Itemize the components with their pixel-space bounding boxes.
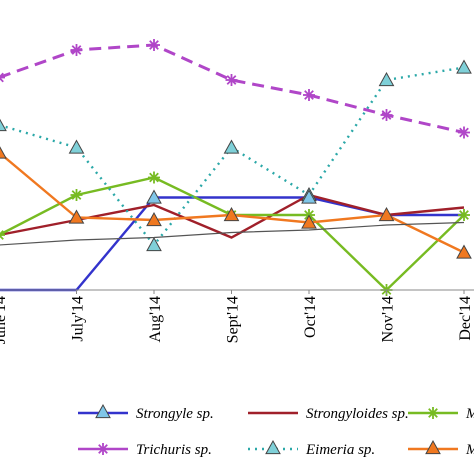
- data-point-mixed-infection-1: [68, 209, 85, 224]
- legend-item-moniezia-sp: Moniezia sp.: [408, 406, 474, 422]
- data-point-eimeria-sp-0: [0, 118, 7, 132]
- plot-area: [0, 39, 472, 296]
- legend-triangle-marker: [95, 403, 111, 419]
- data-point-moniezia-sp-2: [148, 171, 160, 184]
- legend-triangle-marker: [425, 439, 441, 455]
- series-line-moniezia-sp: [0, 176, 465, 292]
- data-point-trichuris-sp-4: [303, 89, 315, 101]
- data-point-eimeria-sp-1: [68, 139, 85, 154]
- x-tick-label-5: Nov'14: [380, 296, 397, 342]
- legend-label: Strongyloides sp.: [306, 406, 409, 422]
- legend-label: Moniezia sp.: [465, 406, 474, 422]
- legend-item-eimeria-sp: Eimeria sp.: [248, 439, 375, 458]
- data-point-trichuris-sp-3: [225, 74, 238, 86]
- x-tick-label-4: Oct'14: [302, 296, 319, 338]
- data-point-mixed-infection-6: [456, 244, 472, 259]
- data-point-moniezia-sp-6: [458, 209, 470, 221]
- legend-star-marker: [427, 407, 439, 419]
- data-point-eimeria-sp-6: [456, 59, 472, 74]
- data-point-moniezia-sp-0: [0, 230, 5, 240]
- legend-item-mixed-infection: Mixed infection: [408, 439, 474, 458]
- x-tick-label-3: Sept'14: [225, 296, 242, 343]
- legend-triangle-marker: [265, 439, 281, 455]
- x-tick-label-6: Dec'14: [457, 296, 474, 341]
- x-tick-label-1: July'14: [70, 296, 87, 342]
- data-point-eimeria-sp-3: [223, 139, 240, 154]
- x-axis: June'14 July'14 Aug'14 Sept'14 Oct'14 Nov'14 D…: [0, 289, 474, 344]
- data-point-eimeria-sp-5: [378, 71, 395, 87]
- data-point-mixed-infection-3: [223, 206, 240, 222]
- data-point-eimeria-sp-2: [146, 236, 162, 252]
- x-tick-label-2: Aug'14: [147, 296, 164, 342]
- data-point-mixed-infection-5: [378, 206, 395, 222]
- x-tick-label-0: June'14: [0, 296, 9, 344]
- data-point-strongyle-sp-marker-2: [146, 189, 162, 204]
- legend-label: Strongyle sp.: [136, 406, 214, 422]
- series-line-trichuris-sp: [0, 43, 465, 134]
- legend-item-strongyle-sp: Strongyle sp.: [78, 403, 214, 422]
- legend-label: Mixed infection: [465, 442, 474, 458]
- legend-label: Trichuris sp.: [136, 442, 212, 458]
- legend-star-marker: [97, 443, 109, 455]
- data-point-trichuris-sp-1: [70, 44, 83, 56]
- data-point-trichuris-sp-0: [0, 72, 5, 83]
- data-point-trichuris-sp-5: [380, 109, 393, 121]
- data-point-mixed-infection-2: [146, 211, 162, 227]
- data-point-strongyle-sp-marker-4: [301, 189, 317, 204]
- data-point-moniezia-sp-1: [70, 189, 83, 201]
- legend-item-strongyloides-sp: Strongyloides sp.: [248, 406, 409, 422]
- legend-label: Eimeria sp.: [305, 442, 375, 458]
- data-point-trichuris-sp-6: [458, 126, 470, 139]
- data-point-trichuris-sp-2: [148, 39, 160, 51]
- legend-item-trichuris-sp: Trichuris sp.: [78, 442, 212, 458]
- data-point-mixed-infection-0: [0, 146, 7, 159]
- legend: Strongyle sp. Strongyloides sp. Moniezia s…: [78, 403, 474, 458]
- data-point-mixed-infection-4: [301, 214, 317, 229]
- series-line-trend: [0, 221, 465, 246]
